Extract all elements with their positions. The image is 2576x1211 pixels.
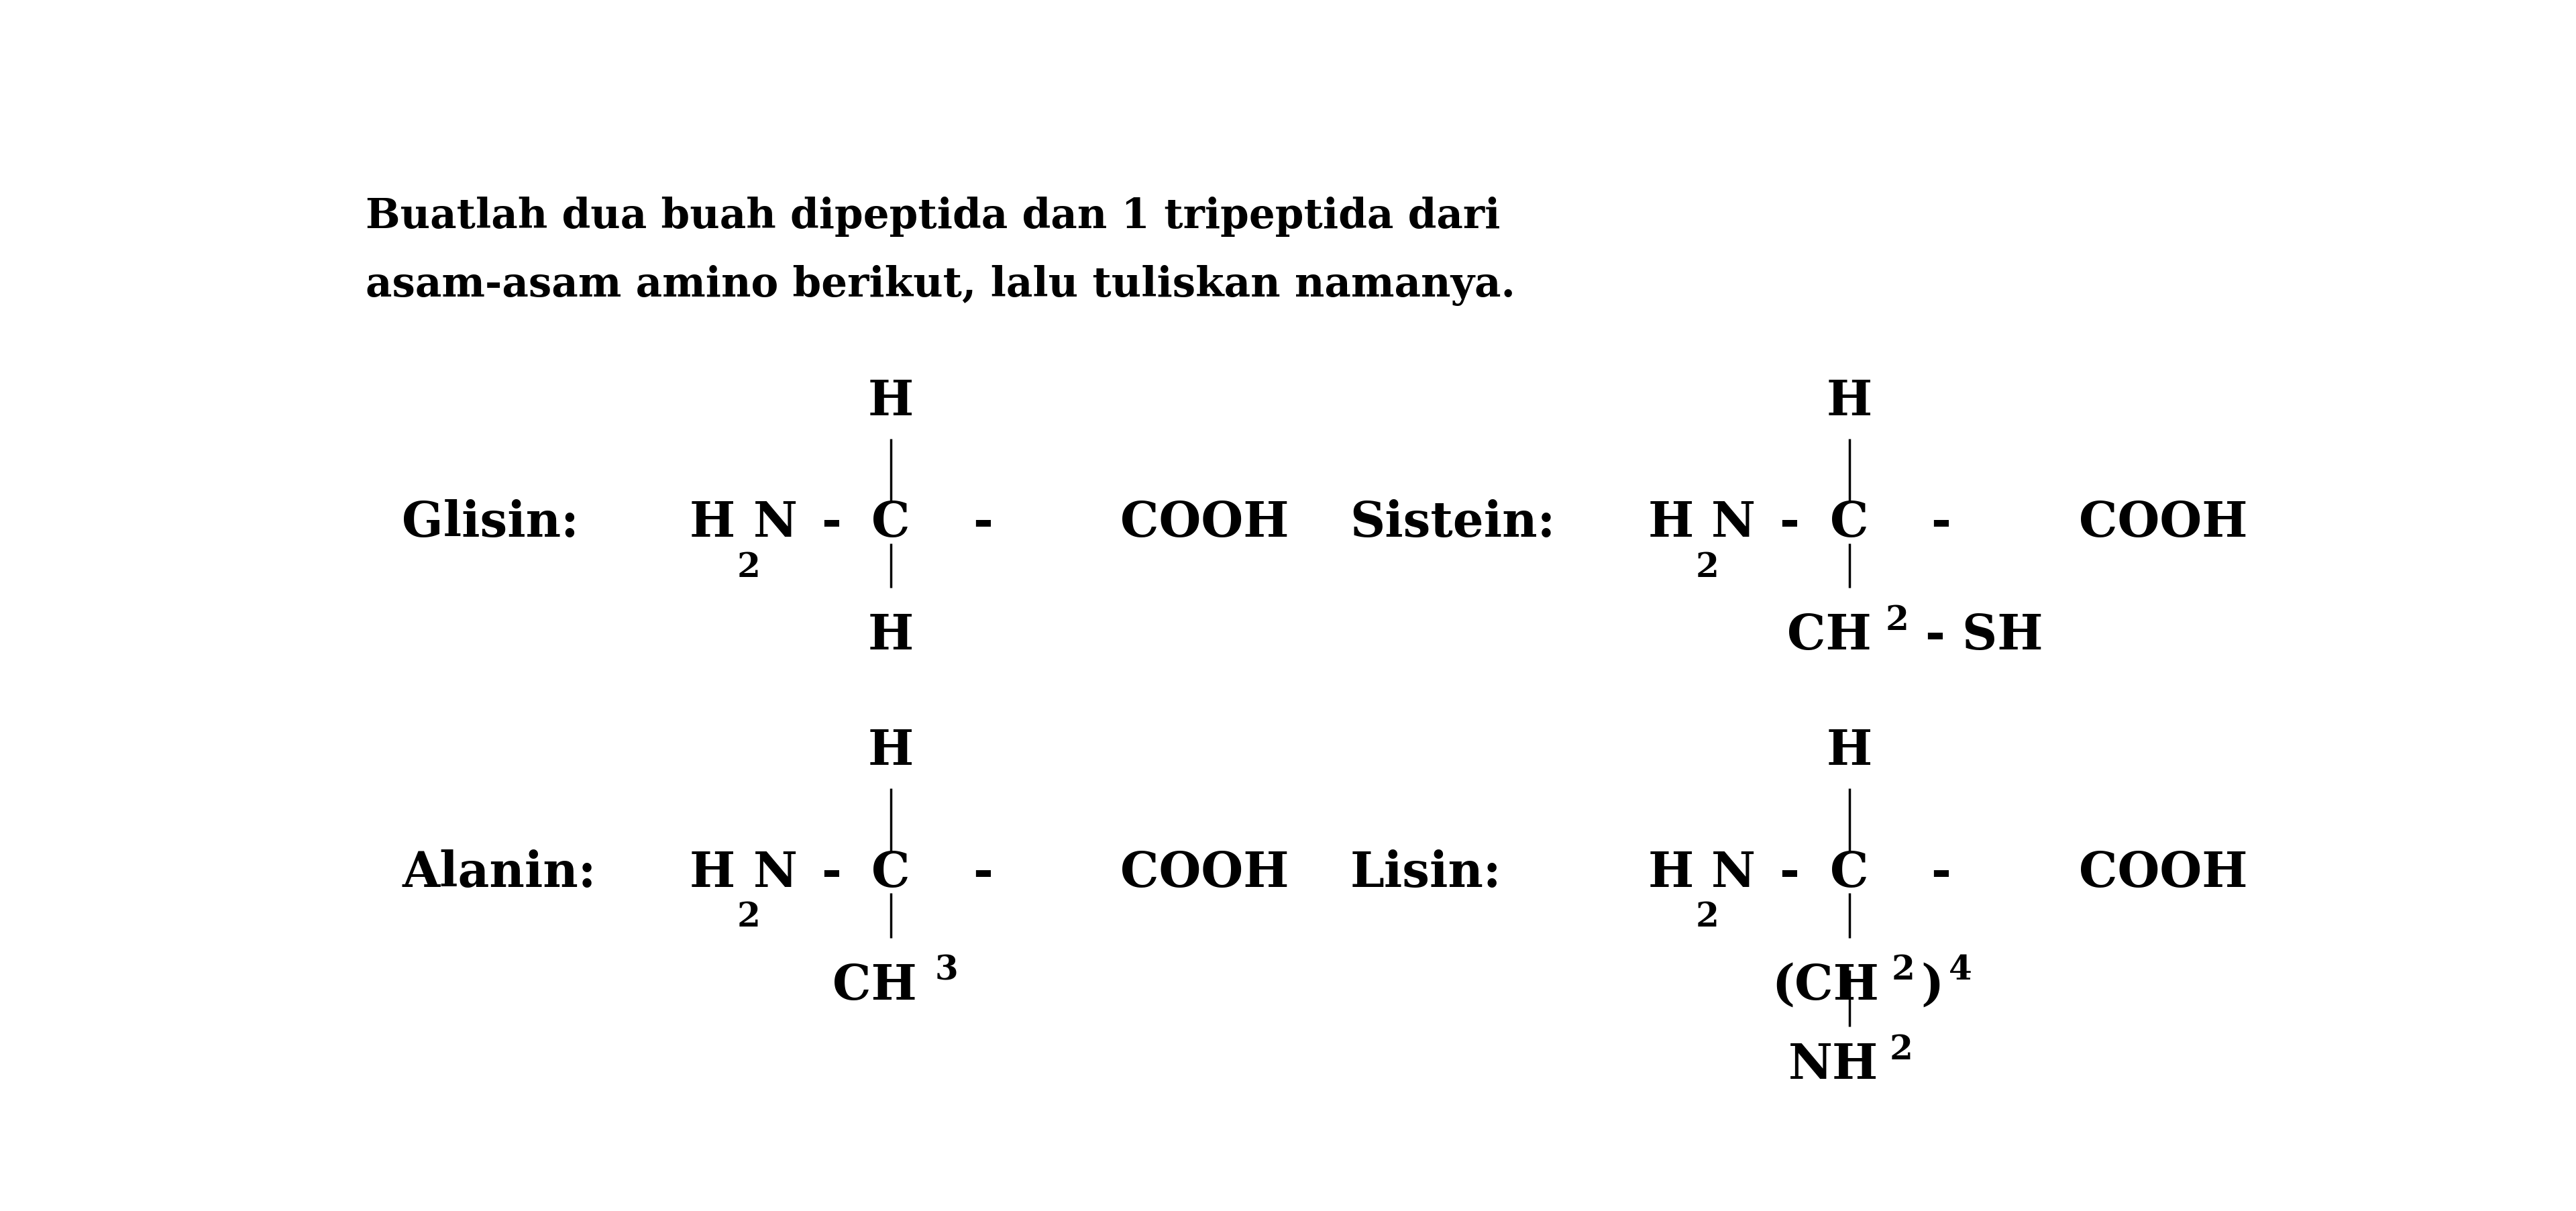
Text: H: H [690, 849, 734, 896]
Text: H: H [1649, 499, 1692, 547]
Text: 2: 2 [737, 551, 760, 584]
Text: Sistein:: Sistein: [1350, 499, 1556, 547]
Text: H: H [1826, 378, 1873, 425]
Text: 2: 2 [1695, 551, 1718, 584]
Text: H: H [1826, 727, 1873, 775]
Text: H: H [1649, 849, 1692, 896]
Text: 2: 2 [1695, 901, 1718, 934]
Text: -: - [974, 499, 992, 547]
Text: 2: 2 [1888, 1033, 1911, 1066]
Text: N: N [1710, 849, 1757, 896]
Text: COOH: COOH [1121, 499, 1288, 547]
Text: NH: NH [1788, 1040, 1878, 1089]
Text: -: - [974, 849, 992, 896]
Text: ): ) [1922, 962, 1945, 1009]
Text: N: N [752, 849, 799, 896]
Text: 3: 3 [935, 954, 958, 987]
Text: -: - [1780, 499, 1801, 547]
Text: H: H [868, 378, 914, 425]
Text: C: C [871, 849, 909, 896]
Text: 2: 2 [737, 901, 760, 934]
Text: -: - [822, 499, 842, 547]
Text: Lisin:: Lisin: [1350, 849, 1502, 896]
Text: -: - [1932, 849, 1950, 896]
Text: COOH: COOH [2079, 849, 2246, 896]
Text: Glisin:: Glisin: [402, 499, 580, 547]
Text: - SH: - SH [1924, 612, 2043, 659]
Text: asam-asam amino berikut, lalu tuliskan namanya.: asam-asam amino berikut, lalu tuliskan n… [366, 265, 1515, 305]
Text: N: N [752, 499, 799, 547]
Text: CH: CH [1788, 612, 1870, 659]
Text: H: H [690, 499, 734, 547]
Text: N: N [1710, 499, 1757, 547]
Text: Alanin:: Alanin: [402, 849, 595, 896]
Text: -: - [822, 849, 842, 896]
Text: -: - [1932, 499, 1950, 547]
Text: 4: 4 [1950, 954, 1973, 987]
Text: H: H [868, 727, 914, 775]
Text: COOH: COOH [1121, 849, 1288, 896]
Text: 2: 2 [1891, 954, 1914, 987]
Text: C: C [1829, 849, 1868, 896]
Text: Buatlah dua buah dipeptida dan 1 tripeptida dari: Buatlah dua buah dipeptida dan 1 tripept… [366, 196, 1502, 237]
Text: COOH: COOH [2079, 499, 2246, 547]
Text: (CH: (CH [1772, 962, 1878, 1009]
Text: C: C [1829, 499, 1868, 547]
Text: C: C [871, 499, 909, 547]
Text: 2: 2 [1886, 604, 1909, 637]
Text: H: H [868, 612, 914, 659]
Text: -: - [1780, 849, 1801, 896]
Text: CH: CH [832, 962, 917, 1009]
